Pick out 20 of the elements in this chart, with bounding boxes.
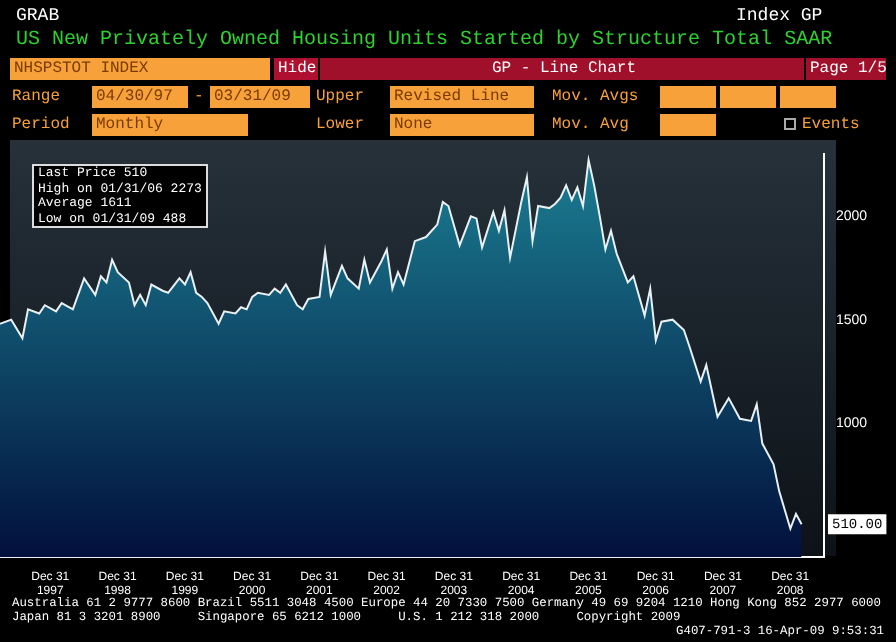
text: Monthly <box>92 114 248 136</box>
text: 03/31/09 <box>210 86 310 108</box>
text: None <box>390 114 534 136</box>
text: Mov. Avgs <box>552 86 639 108</box>
text: GP - Line Chart <box>320 58 804 80</box>
text: Period <box>12 114 70 136</box>
text: Lower <box>316 114 365 136</box>
text: Range <box>12 86 61 108</box>
text: GRAB <box>16 6 60 28</box>
text: Revised Line <box>390 86 534 108</box>
text: Upper <box>316 86 365 108</box>
text: Page 1/5 <box>806 58 887 80</box>
text: Index GP <box>736 6 823 28</box>
text: Hide <box>274 58 318 80</box>
text: - <box>194 86 204 108</box>
text: NHSPSTOT INDEX <box>10 58 270 80</box>
text: 04/30/97 <box>92 86 188 108</box>
text: Mov. Avg <box>552 114 629 136</box>
chart-title: US New Privately Owned Housing Units Started by Structure Total SAAR <box>16 30 833 52</box>
text: Events <box>802 114 860 136</box>
